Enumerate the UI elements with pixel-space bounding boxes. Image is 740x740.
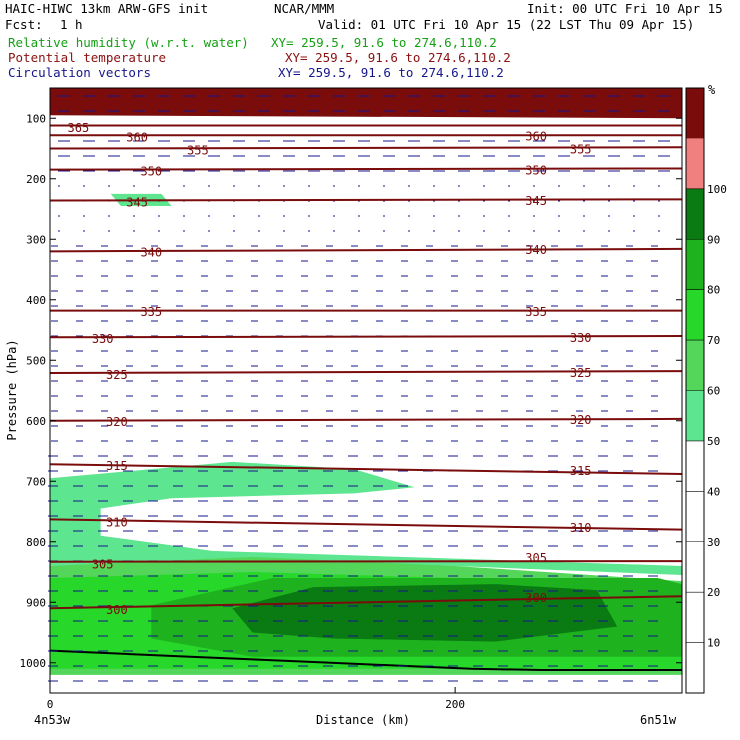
colorbar-tick-label: 20 [707,586,720,599]
theta-label: 305 [525,551,547,565]
header-init: Init: 00 UTC Fri 10 Apr 15 [527,1,723,16]
colorbar-bin-100 [686,138,704,189]
theta-label: 300 [106,603,128,617]
theta-label: 330 [92,332,114,346]
colorbar: 10 20 30 40 50 60 70 80 90 100 [685,87,727,694]
field-vec-xy: XY= 259.5, 91.6 to 274.6,110.2 [278,65,504,80]
colorbar-bin-90 [686,188,704,240]
theta-contour-300 [49,595,683,610]
x-tick-label: 0 [47,698,54,711]
header-fcst-label: Fcst: [5,17,43,32]
y-tick-label: 100 [26,112,46,125]
theta-label: 365 [68,121,90,135]
colorbar-tick-label: 90 [707,233,720,246]
theta-label: 320 [570,413,592,427]
theta-label: 300 [525,591,547,605]
y-tick-label: 700 [26,475,46,488]
theta-contour-330 [49,335,683,339]
theta-label: 305 [92,558,114,572]
field-theta-name: Potential temperature [8,50,167,65]
theta-contour-340 [49,247,683,253]
colorbar-bin-50 [686,390,704,441]
colorbar-tick-label: 10 [707,637,720,650]
theta-label: 335 [140,305,162,319]
theta-contour-310 [49,518,683,531]
theta-label: 325 [570,366,592,380]
theta-label: 335 [525,305,547,319]
theta-contour-layer: 365 360 355 350 345 340 335 330 325 320 315 310 305 3… [49,121,683,617]
y-tick-label: 500 [26,354,46,367]
theta-label: 360 [525,129,547,143]
field-rh-xy: XY= 259.5, 91.6 to 274.6,110.2 [271,35,497,50]
theta-label: 340 [525,243,547,257]
colorbar-unit: % [708,83,716,97]
theta-contour-305 [49,560,683,563]
x-start-label: 4n53w [34,713,71,727]
field-theta-xy: XY= 259.5, 91.6 to 274.6,110.2 [285,50,511,65]
colorbar-tick-label: 50 [707,435,720,448]
theta-label: 315 [570,464,592,478]
colorbar-tick-label: 60 [707,385,720,398]
axes-layer: 100 200 300 400 500 600 700 800 900 1000 0 200 [20,87,683,711]
theta-label: 345 [126,195,148,209]
theta-label: 320 [106,415,128,429]
y-tick-label: 1000 [20,657,47,670]
field-vec-name: Circulation vectors [8,65,151,80]
y-tick-label: 400 [26,294,46,307]
colorbar-tick-label: 40 [707,485,720,498]
colorbar-tick-label: 80 [707,284,720,297]
terrain-line [49,649,682,672]
theta-label: 310 [570,521,592,535]
header-model: HAIC-HIWC 13km ARW-GFS init [5,1,209,16]
theta-label: 345 [525,194,547,208]
y-tick-label: 600 [26,415,46,428]
colorbar-tick-label: 70 [707,334,720,347]
theta-label: 340 [140,246,162,260]
theta-label: 350 [140,164,162,178]
rh-region-50-2 [50,461,682,576]
y-axis-label: Pressure (hPa) [5,339,19,440]
theta-label: 355 [570,143,592,157]
colorbar-bin-60 [686,340,704,391]
y-tick-label: 900 [26,596,46,609]
rh-region-110-0 [50,88,682,119]
theta-contour-350 [49,167,683,171]
x-axis-label: Distance (km) [316,713,410,727]
theta-label: 325 [106,368,128,382]
theta-contour-315 [49,463,683,475]
x-tick-label: 200 [445,698,465,711]
header-fcst-value: 1 h [60,17,83,32]
field-rh-name: Relative humidity (w.r.t. water) [8,35,249,50]
colorbar-tick-label: 30 [707,536,720,549]
theta-label: 360 [126,131,148,145]
header-valid: Valid: 01 UTC Fri 10 Apr 15 (22 LST Thu … [318,17,695,32]
theta-label: 355 [187,143,209,157]
colorbar-bin-80 [686,239,704,290]
theta-label: 350 [525,163,547,177]
theta-label: 330 [570,331,592,345]
colorbar-bin-110 [686,88,704,139]
theta-contour-320 [49,417,683,422]
y-tick-label: 300 [26,233,46,246]
header-org: NCAR/MMM [274,1,335,16]
x-end-label: 6n51w [640,713,677,727]
theta-contour-345 [49,198,683,202]
theta-label: 310 [106,515,128,529]
theta-contour-355 [49,146,683,150]
colorbar-tick-label: 100 [707,183,727,196]
colorbar-bin-70 [686,289,704,341]
y-tick-label: 800 [26,536,46,549]
plot-frame [49,87,683,694]
theta-contour-325 [49,370,683,374]
theta-label: 315 [106,459,128,473]
y-tick-label: 200 [26,173,46,186]
